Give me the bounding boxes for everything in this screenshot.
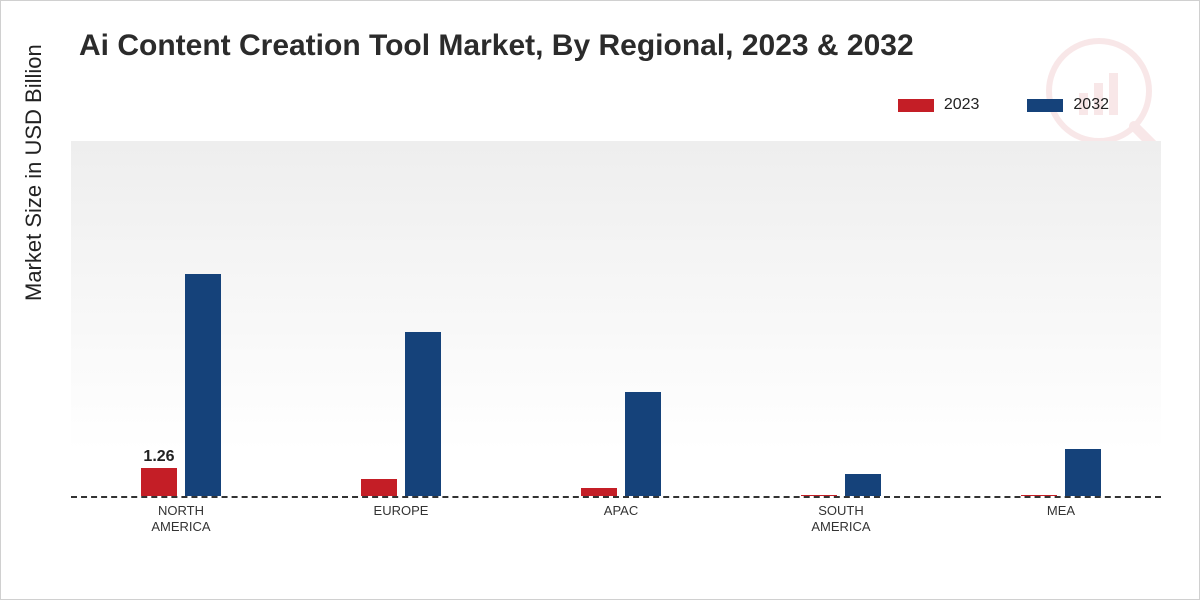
category-label: MEA <box>991 503 1131 519</box>
bar-group: 1.26 <box>111 141 251 496</box>
bar <box>405 332 441 496</box>
bar <box>1065 449 1101 496</box>
bar-value-label: 1.26 <box>143 448 174 466</box>
category-label: SOUTHAMERICA <box>771 503 911 534</box>
y-axis-label: Market Size in USD Billion <box>21 44 47 301</box>
bar <box>625 392 661 496</box>
category-label: EUROPE <box>331 503 471 519</box>
bar-group <box>331 141 471 496</box>
legend-item-2023: 2023 <box>898 96 980 114</box>
chart-title: Ai Content Creation Tool Market, By Regi… <box>79 29 914 63</box>
bar-group <box>551 141 691 496</box>
legend-label-2023: 2023 <box>944 96 980 114</box>
bar <box>185 274 221 496</box>
bar <box>361 479 397 496</box>
legend: 2023 2032 <box>898 96 1109 114</box>
plot-area: 1.26 NORTHAMERICA EUROPE APAC SOUTHAMERICA M… <box>71 141 1161 541</box>
bar-group <box>771 141 911 496</box>
x-axis-baseline <box>71 496 1161 498</box>
watermark-logo <box>1039 31 1159 151</box>
legend-swatch-2023 <box>898 99 934 112</box>
bar: 1.26 <box>141 468 177 496</box>
category-label: APAC <box>551 503 691 519</box>
category-label: NORTHAMERICA <box>111 503 251 534</box>
bar <box>581 488 617 496</box>
bar-group <box>991 141 1131 496</box>
legend-swatch-2032 <box>1027 99 1063 112</box>
bar <box>845 474 881 496</box>
bar <box>801 495 837 496</box>
legend-item-2032: 2032 <box>1027 96 1109 114</box>
legend-label-2032: 2032 <box>1073 96 1109 114</box>
bar <box>1021 495 1057 496</box>
